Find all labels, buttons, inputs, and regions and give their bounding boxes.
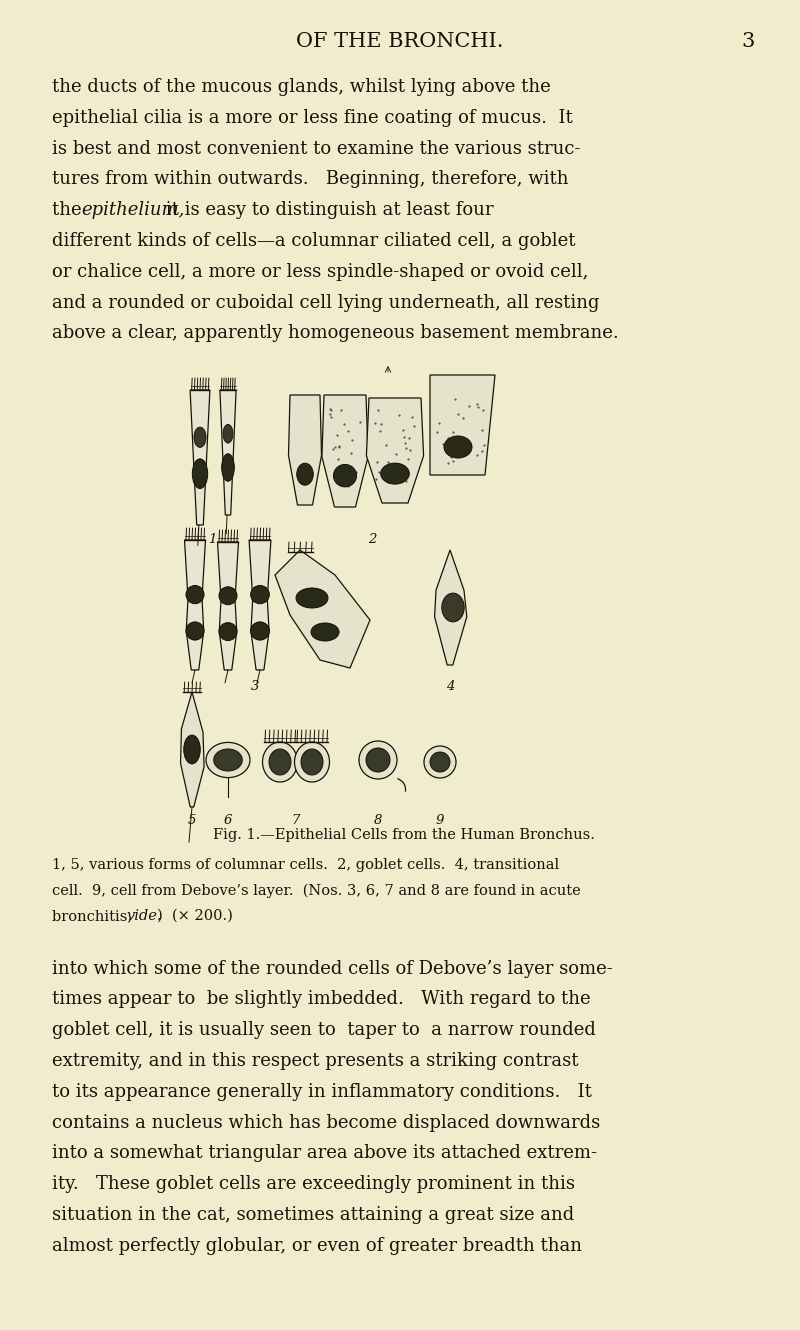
Text: the ducts of the mucous glands, whilst lying above the: the ducts of the mucous glands, whilst l…	[52, 78, 550, 96]
Text: 4: 4	[446, 680, 454, 693]
Text: goblet cell, it is usually seen to  taper to  a narrow rounded: goblet cell, it is usually seen to taper…	[52, 1021, 596, 1039]
Text: 6: 6	[224, 814, 232, 827]
Polygon shape	[434, 551, 467, 665]
Text: )  (× 200.): ) (× 200.)	[158, 908, 234, 923]
Ellipse shape	[381, 463, 410, 484]
Ellipse shape	[250, 585, 270, 604]
Text: into which some of the rounded cells of Debove’s layer some-: into which some of the rounded cells of …	[52, 959, 613, 978]
Text: above a clear, apparently homogeneous basement membrane.: above a clear, apparently homogeneous ba…	[52, 325, 618, 342]
Text: 7: 7	[292, 814, 300, 827]
Polygon shape	[322, 395, 368, 507]
Ellipse shape	[297, 463, 314, 485]
Text: 2: 2	[368, 533, 376, 547]
Ellipse shape	[359, 741, 397, 779]
Text: and a rounded or cuboidal cell lying underneath, all resting: and a rounded or cuboidal cell lying und…	[52, 294, 599, 311]
Text: different kinds of cells—a columnar ciliated cell, a goblet: different kinds of cells—a columnar cili…	[52, 231, 575, 250]
Polygon shape	[430, 375, 495, 475]
Text: it is easy to distinguish at least four: it is easy to distinguish at least four	[160, 201, 494, 219]
Text: ity.   These goblet cells are exceedingly prominent in this: ity. These goblet cells are exceedingly …	[52, 1176, 575, 1193]
Text: epithelial cilia is a more or less fine coating of mucus.  It: epithelial cilia is a more or less fine …	[52, 109, 573, 126]
Text: Fig. 1.—Epithelial Cells from the Human Bronchus.: Fig. 1.—Epithelial Cells from the Human …	[213, 829, 595, 842]
Text: 1, 5, various forms of columnar cells.  2, goblet cells.  4, transitional: 1, 5, various forms of columnar cells. 2…	[52, 858, 559, 872]
Text: to its appearance generally in inflammatory conditions.   It: to its appearance generally in inflammat…	[52, 1083, 592, 1101]
Text: 9: 9	[436, 814, 444, 827]
Ellipse shape	[311, 622, 339, 641]
Text: situation in the cat, sometimes attaining a great size and: situation in the cat, sometimes attainin…	[52, 1206, 574, 1224]
Text: vide.: vide.	[126, 908, 162, 923]
Polygon shape	[181, 692, 204, 807]
Ellipse shape	[186, 585, 204, 604]
Ellipse shape	[366, 747, 390, 771]
Ellipse shape	[262, 742, 298, 782]
Ellipse shape	[296, 588, 328, 608]
Text: contains a nucleus which has become displaced downwards: contains a nucleus which has become disp…	[52, 1113, 600, 1132]
Text: 5: 5	[188, 814, 196, 827]
Text: almost perfectly globular, or even of greater breadth than: almost perfectly globular, or even of gr…	[52, 1237, 582, 1254]
Text: 3: 3	[742, 32, 755, 51]
Text: bronchitis,: bronchitis,	[52, 908, 137, 923]
Ellipse shape	[184, 735, 200, 763]
Text: times appear to  be slightly imbedded.   With regard to the: times appear to be slightly imbedded. Wi…	[52, 991, 590, 1008]
Polygon shape	[275, 551, 370, 668]
Text: the: the	[52, 201, 87, 219]
Text: into a somewhat triangular area above its attached extrem-: into a somewhat triangular area above it…	[52, 1144, 597, 1162]
Text: cell.  9, cell from Debove’s layer.  (Nos. 3, 6, 7 and 8 are found in acute: cell. 9, cell from Debove’s layer. (Nos.…	[52, 883, 581, 898]
Ellipse shape	[442, 593, 464, 622]
Polygon shape	[218, 543, 238, 670]
Ellipse shape	[192, 459, 208, 488]
Text: 3: 3	[251, 680, 259, 693]
Text: 8: 8	[374, 814, 382, 827]
Polygon shape	[220, 390, 236, 515]
Text: tures from within outwards.   Beginning, therefore, with: tures from within outwards. Beginning, t…	[52, 170, 569, 189]
Ellipse shape	[219, 587, 237, 605]
Ellipse shape	[214, 749, 242, 771]
Polygon shape	[289, 395, 322, 505]
Ellipse shape	[294, 742, 330, 782]
Ellipse shape	[222, 454, 234, 481]
Text: is best and most convenient to examine the various struc-: is best and most convenient to examine t…	[52, 140, 581, 157]
Text: epithelium,: epithelium,	[81, 201, 184, 219]
Polygon shape	[185, 540, 206, 670]
Ellipse shape	[430, 751, 450, 771]
Ellipse shape	[334, 464, 357, 487]
Ellipse shape	[219, 622, 237, 641]
Ellipse shape	[250, 622, 270, 640]
Ellipse shape	[206, 742, 250, 778]
Polygon shape	[249, 540, 271, 670]
Text: extremity, and in this respect presents a striking contrast: extremity, and in this respect presents …	[52, 1052, 578, 1069]
Ellipse shape	[186, 622, 204, 640]
Ellipse shape	[424, 746, 456, 778]
Text: OF THE BRONCHI.: OF THE BRONCHI.	[296, 32, 504, 51]
Ellipse shape	[444, 436, 472, 458]
Polygon shape	[366, 398, 424, 503]
Text: or chalice cell, a more or less spindle-shaped or ovoid cell,: or chalice cell, a more or less spindle-…	[52, 263, 588, 281]
Polygon shape	[190, 390, 210, 525]
Text: 1: 1	[208, 533, 216, 547]
Ellipse shape	[194, 427, 206, 447]
Ellipse shape	[223, 424, 233, 443]
Ellipse shape	[301, 749, 323, 775]
Ellipse shape	[269, 749, 291, 775]
